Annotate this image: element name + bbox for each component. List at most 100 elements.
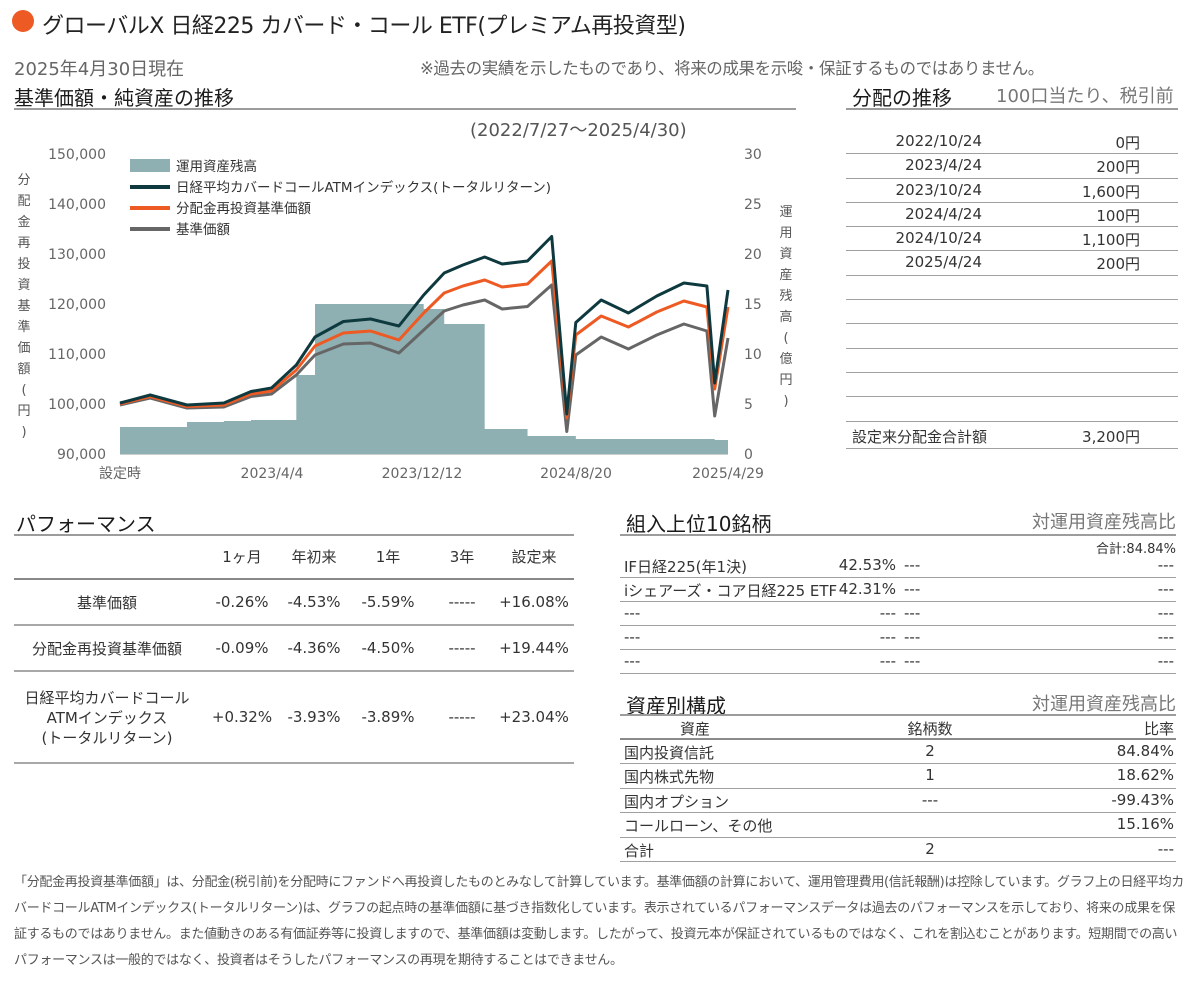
performance-value: -4.50% xyxy=(361,639,415,657)
asset-ratio: 15.16% xyxy=(1116,815,1174,834)
distribution-title: 分配の推移 xyxy=(852,86,952,110)
distribution-amount: 200円 xyxy=(1096,158,1140,177)
performance-row-label-line: ATMインデックス xyxy=(46,709,168,727)
top10-pct: --- xyxy=(879,604,896,622)
left-tick-label: 90,000 xyxy=(57,447,106,463)
legend-aum-swatch xyxy=(130,159,170,172)
asset-name: 合計 xyxy=(624,841,655,860)
asset-name: コールローン、その他 xyxy=(624,817,773,836)
top10-pct-right: --- xyxy=(1157,652,1174,670)
left-tick-label: 150,000 xyxy=(48,147,106,163)
distribution-row: 2024/4/24 100円 xyxy=(846,203,1178,228)
top10-name-right: --- xyxy=(904,652,921,670)
right-tick-label: 0 xyxy=(744,447,753,463)
legend-nav-label: 基準価額 xyxy=(176,221,230,238)
x-tick-label: 2023/4/4 xyxy=(241,466,304,482)
top10-row: --- --- --- --- xyxy=(620,650,1176,674)
distribution-row xyxy=(846,397,1178,422)
x-tick-label: 2024/8/20 xyxy=(540,466,612,482)
performance-value: ----- xyxy=(448,639,476,657)
distribution-table: 2022/10/24 0円 2023/4/24 200円 2023/10/24 1,600… xyxy=(846,130,1178,422)
performance-value: -3.89% xyxy=(361,708,415,726)
asset-ratio: 84.84% xyxy=(1116,742,1174,760)
asset-row: 国内投資信託 2 84.84% xyxy=(620,740,1176,765)
right-tick-label: 30 xyxy=(744,147,762,163)
distribution-total-value: 3,200円 xyxy=(1082,428,1140,446)
asset-allocation-table: 資産 銘柄数 比率 国内投資信託 2 84.84% 国内株式先物 1 18.62% 国内オプション… xyxy=(620,716,1176,862)
left-tick-label: 110,000 xyxy=(48,347,106,363)
index-line xyxy=(119,235,730,416)
nav-chart-title: 基準価額・純資産の推移 xyxy=(14,86,234,110)
performance-value: ----- xyxy=(448,593,476,611)
right-tick-label: 15 xyxy=(744,297,762,313)
asset-ratio: -99.43% xyxy=(1111,790,1174,809)
performance-row-label-line: 基準価額 xyxy=(76,594,137,612)
performance-header-cell: 設定来 xyxy=(511,548,557,566)
distribution-title-rule xyxy=(846,108,1178,110)
top10-row: --- --- --- --- xyxy=(620,602,1176,626)
distribution-amount: 100円 xyxy=(1096,206,1140,225)
asset-row: 国内株式先物 1 18.62% xyxy=(620,764,1176,789)
distribution-row xyxy=(846,349,1178,373)
footnote: 「分配金再投資基準価額」は、分配金(税引前)を分配時にファンドへ再投資したものと… xyxy=(14,875,1184,968)
performance-row: 分配金再投資基準価額 -0.09% -4.36% -4.50% ----- +19.44% xyxy=(14,626,574,672)
distribution-amount: 200円 xyxy=(1096,255,1140,274)
title-dot-icon xyxy=(12,10,34,32)
performance-row-label: 分配金再投資基準価額 xyxy=(14,639,200,659)
distribution-date: 2025/4/24 xyxy=(905,253,982,272)
asset-header-count: 銘柄数 xyxy=(907,720,953,738)
distribution-row xyxy=(846,373,1178,398)
performance-row-label-line: 日経平均カバードコール xyxy=(24,689,190,707)
asset-name: 国内投資信託 xyxy=(624,744,715,762)
aum-area xyxy=(120,304,728,454)
asset-name: 国内オプション xyxy=(624,792,730,811)
performance-value: -0.09% xyxy=(215,639,269,657)
reinvest-nav-line xyxy=(119,259,730,420)
top10-total: 合計:84.84% xyxy=(1096,542,1176,557)
left-tick-label: 100,000 xyxy=(48,397,106,413)
right-tick-label: 20 xyxy=(744,247,762,263)
distribution-row: 2023/4/24 200円 xyxy=(846,154,1178,179)
legend-index-label: 日経平均カバードコールATMインデックス(トータルリターン) xyxy=(176,179,551,196)
left-tick-label: 140,000 xyxy=(48,197,106,213)
distribution-total-rule xyxy=(846,448,1178,449)
distribution-row xyxy=(846,324,1178,349)
performance-disclaimer: ※過去の実績を示したものであり、将来の成果を示唆・保証するものではありません。 xyxy=(420,59,1044,78)
distribution-row: 2024/10/24 1,100円 xyxy=(846,227,1178,252)
performance-header-cell: 1ヶ月 xyxy=(222,548,262,566)
asset-row: コールローン、その他 15.16% xyxy=(620,813,1176,838)
x-axis-ticks: 設定時 2023/4/4 2023/12/12 2024/8/20 2025/4/29 xyxy=(99,466,764,482)
top10-name-right: --- xyxy=(904,556,921,574)
left-axis-ticks: 150,000 140,000 130,000 120,000 110,000 100,0… xyxy=(48,147,106,463)
asset-count: 1 xyxy=(925,766,935,785)
top10-pct: 42.53% xyxy=(838,556,896,574)
right-axis-ticks: 30 25 20 15 10 5 0 xyxy=(744,147,762,463)
right-tick-label: 5 xyxy=(744,397,753,413)
performance-header-cell: 3年 xyxy=(449,548,475,566)
right-tick-label: 10 xyxy=(744,347,762,363)
chart-period: (2022/7/27〜2025/4/30) xyxy=(470,120,687,141)
x-tick-label: 設定時 xyxy=(99,466,141,482)
asset-row: 国内オプション --- -99.43% xyxy=(620,789,1176,814)
asset-ratio: --- xyxy=(1157,839,1174,858)
top10-name: --- xyxy=(624,628,641,646)
performance-header-cell: 年初来 xyxy=(291,548,337,566)
distribution-amount: 1,100円 xyxy=(1082,231,1140,250)
asset-allocation-title-rule xyxy=(620,714,1176,716)
performance-title-rule xyxy=(14,534,574,536)
x-tick-label: 2023/12/12 xyxy=(382,466,463,482)
distribution-amount: 1,600円 xyxy=(1082,182,1140,201)
performance-value: -4.53% xyxy=(287,593,341,611)
performance-row-label: 基準価額 xyxy=(14,593,200,613)
performance-header-cell: 1年 xyxy=(375,548,401,566)
distribution-row: 2023/10/24 1,600円 xyxy=(846,179,1178,203)
top10-row: IF日経225(年1決) 42.53% --- --- xyxy=(620,554,1176,578)
x-tick-label: 2025/4/29 xyxy=(692,466,764,482)
top10-name-right: --- xyxy=(904,580,921,598)
distribution-row xyxy=(846,276,1178,301)
top10-name: --- xyxy=(624,652,641,670)
distribution-total-label: 設定来分配金合計額 xyxy=(852,428,988,446)
top10-pct-right: --- xyxy=(1157,628,1174,646)
performance-row: 基準価額 -0.26% -4.53% -5.59% ----- +16.08% xyxy=(14,580,574,626)
